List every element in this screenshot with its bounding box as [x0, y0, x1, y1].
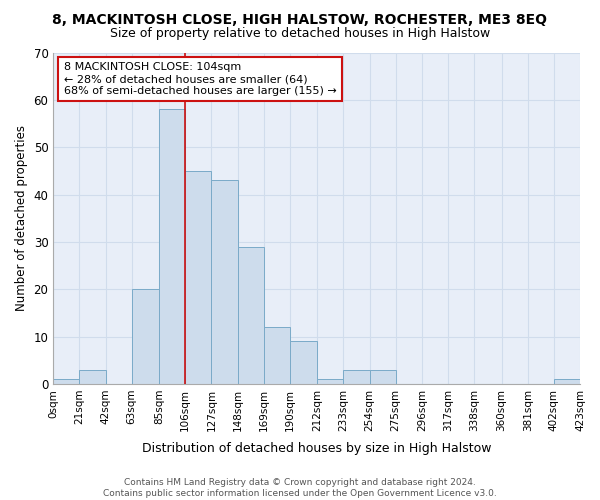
Text: Size of property relative to detached houses in High Halstow: Size of property relative to detached ho… — [110, 28, 490, 40]
Bar — [238, 246, 264, 384]
Bar — [264, 327, 290, 384]
Text: 8 MACKINTOSH CLOSE: 104sqm
← 28% of detached houses are smaller (64)
68% of semi: 8 MACKINTOSH CLOSE: 104sqm ← 28% of deta… — [64, 62, 337, 96]
Text: Contains HM Land Registry data © Crown copyright and database right 2024.
Contai: Contains HM Land Registry data © Crown c… — [103, 478, 497, 498]
Text: 8, MACKINTOSH CLOSE, HIGH HALSTOW, ROCHESTER, ME3 8EQ: 8, MACKINTOSH CLOSE, HIGH HALSTOW, ROCHE… — [53, 12, 548, 26]
X-axis label: Distribution of detached houses by size in High Halstow: Distribution of detached houses by size … — [142, 442, 491, 455]
Bar — [343, 370, 370, 384]
Bar — [290, 342, 317, 384]
Bar — [554, 379, 580, 384]
Y-axis label: Number of detached properties: Number of detached properties — [15, 125, 28, 311]
Bar — [317, 379, 343, 384]
Bar — [159, 110, 185, 384]
Bar — [79, 370, 106, 384]
Bar — [132, 289, 159, 384]
Bar — [370, 370, 396, 384]
Bar — [211, 180, 238, 384]
Bar — [185, 171, 211, 384]
Bar — [53, 379, 79, 384]
